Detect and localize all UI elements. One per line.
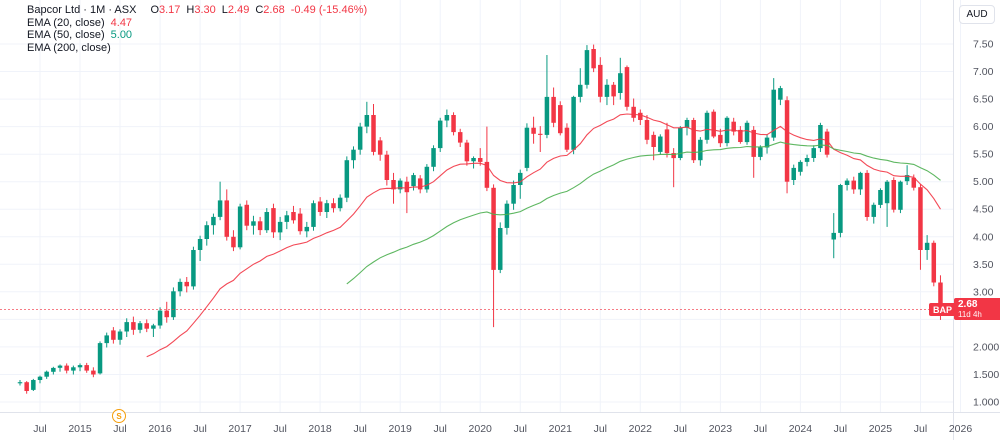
split-event-icon[interactable]: S (112, 409, 126, 423)
time-axis-label: Jul (754, 423, 767, 435)
high-label: H (186, 4, 195, 16)
time-axis-label: Jul (594, 423, 607, 435)
time-axis-label: Jul (514, 423, 527, 435)
ema50-label: EMA (50, close) (27, 29, 105, 41)
time-axis-label: 2018 (308, 423, 332, 435)
currency-button[interactable]: AUD (959, 5, 995, 24)
time-axis-label: 2017 (228, 423, 252, 435)
open-value: 3.17 (159, 4, 181, 16)
price-axis-label: 5.00 (973, 176, 994, 188)
price-axis-label: 2.000 (973, 341, 999, 353)
legend-ema20-row[interactable]: EMA (20, close) 4.47 (27, 16, 367, 30)
time-axis-label: Jul (273, 423, 286, 435)
candlestick-series (17, 44, 943, 394)
time-axis-label: Jul (33, 423, 46, 435)
ema20-label: EMA (20, close) (27, 16, 105, 29)
time-axis-label: Jul (353, 423, 366, 435)
low-value: 2.49 (227, 4, 250, 16)
legend-ema50-row[interactable]: EMA (50, close) 5.00 (27, 29, 367, 42)
time-axis-label: Jul (433, 423, 446, 435)
time-axis-label: Jul (674, 423, 687, 435)
price-axis[interactable]: 7.50 7.00 6.50 6.00 5.50 5.00 4.50 4.00 3.50 3.00… (954, 0, 1000, 412)
time-axis[interactable]: Jul 2015 Jul 2016 Jul 2017 Jul 2018 Jul 2019 Jul 20… (0, 413, 972, 440)
close-label: C (255, 4, 264, 16)
price-axis-label: 6.50 (973, 94, 994, 106)
high-value: 3.30 (194, 4, 216, 16)
time-axis-label: Jul (834, 423, 847, 435)
time-axis-label: 2015 (68, 423, 92, 435)
price-axis-label: 3.00 (973, 286, 994, 298)
change-value: -0.49 (-15.46%) (290, 4, 368, 16)
last-price-tag: 2.68 11d 4h (954, 298, 1000, 320)
ema20-line (146, 113, 941, 358)
bar-countdown: 11d 4h (958, 310, 982, 319)
last-price-value: 2.68 (958, 299, 978, 310)
ema50-value: 5.00 (110, 29, 133, 41)
time-axis-label: 2019 (389, 423, 413, 435)
time-axis-label: 2025 (869, 423, 893, 435)
price-axis-label: 3.50 (973, 259, 994, 271)
ema200-label: EMA (200, close) (27, 41, 111, 54)
symbol-title: Bapcor Ltd · 1M · ASX (27, 4, 137, 16)
legend-ema200-row[interactable]: EMA (200, close) (27, 41, 367, 55)
time-axis-label: Jul (113, 423, 126, 435)
price-axis-label: 4.50 (973, 204, 994, 216)
time-axis-label: 2024 (789, 423, 813, 435)
price-axis-label: 5.50 (973, 149, 994, 161)
price-axis-label: 7.50 (973, 39, 994, 51)
ema20-value: 4.47 (110, 16, 133, 29)
price-axis-label: 7.00 (973, 66, 994, 78)
price-axis-label: 1.500 (973, 369, 999, 381)
time-axis-label: Jul (193, 423, 206, 435)
price-axis-label: 4.00 (973, 231, 994, 243)
open-label: O (150, 4, 159, 16)
close-value: 2.68 (263, 4, 285, 16)
symbol-price-label: BAP (929, 303, 957, 316)
ema50-line (346, 141, 941, 285)
time-axis-label: 2023 (709, 423, 733, 435)
low-label: L (221, 4, 228, 16)
plot-area[interactable] (0, 0, 953, 412)
price-axis-label: 6.00 (973, 121, 994, 133)
legend: Bapcor Ltd · 1M · ASX O3.17 H3.30 L2.49 C2.6… (27, 4, 368, 55)
time-axis-label: 2016 (148, 423, 172, 435)
legend-symbol-row[interactable]: Bapcor Ltd · 1M · ASX O3.17 H3.30 L2.49 C2.6… (27, 4, 368, 17)
time-axis-label: 2026 (949, 423, 973, 435)
time-axis-label: 2022 (629, 423, 653, 435)
time-axis-label: 2020 (469, 423, 493, 435)
time-axis-label: 2021 (549, 423, 573, 435)
time-axis-label: Jul (914, 423, 927, 435)
price-axis-label: 1.000 (973, 397, 999, 409)
